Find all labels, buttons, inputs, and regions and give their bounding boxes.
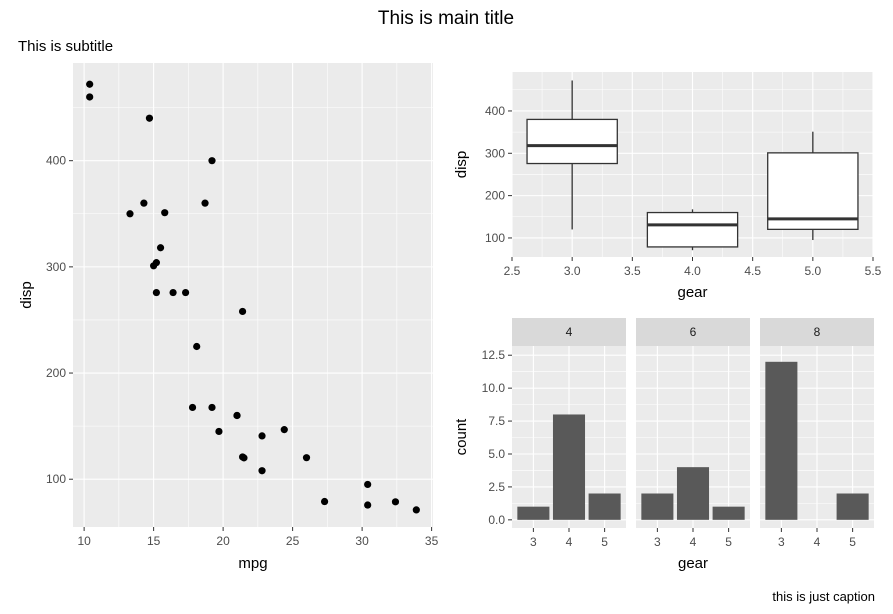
scatter-point (233, 411, 241, 420)
scatter-point (208, 403, 216, 412)
scatter-point (181, 288, 190, 297)
scatter-point (238, 453, 247, 461)
scatter-point (188, 403, 197, 412)
scatter-plot: 10 15 20 25 30 35 100 200 300 400 mpg disp (18, 63, 439, 572)
scatter-x-tick-label: 20 (216, 534, 230, 548)
scatter-point (302, 454, 311, 462)
scatter-point (280, 426, 288, 434)
scatter-point (364, 501, 372, 509)
boxplot-box (646, 211, 739, 248)
bar (641, 493, 674, 520)
boxplot-y-tick-label: 400 (485, 104, 505, 118)
boxplot-y-tick-label: 300 (485, 146, 505, 160)
bar-x-tick-label: 5 (601, 535, 608, 549)
boxplot: 2.5 3.0 3.5 4.0 4.5 5.0 5.5 100 200 300 400 gear dis… (453, 72, 882, 301)
bar-x-tick-label: 4 (566, 535, 573, 549)
bar (517, 506, 550, 520)
main-title: This is main title (378, 8, 514, 29)
scatter-point (156, 244, 165, 252)
boxplot-x-tick-label: 4.0 (684, 264, 701, 278)
facet-strip-label: 8 (814, 325, 821, 339)
scatter-point (161, 209, 169, 217)
faceted-bar-chart: 0.0 2.5 5.0 7.5 10.0 12.5 4 3 4 5 6 3 4 5 8 3 4 5 gear coun… (453, 318, 874, 572)
bar-x-tick-label: 3 (778, 535, 785, 549)
scatter-y-tick-label: 400 (46, 154, 66, 168)
scatter-point (238, 307, 247, 316)
scatter-point (145, 114, 154, 122)
scatter-point (320, 497, 329, 506)
bar-y-tick-label: 0.0 (488, 513, 505, 527)
bar-y-tick-label: 5.0 (488, 447, 505, 461)
scatter-point (86, 80, 94, 88)
bar (676, 467, 710, 520)
bar-y-tick-label: 7.5 (488, 414, 505, 428)
boxplot-x-tick-label: 2.5 (504, 264, 521, 278)
bar (836, 493, 869, 520)
bar-x-axis-title: gear (678, 555, 708, 572)
scatter-point (215, 427, 223, 436)
boxplot-x-axis-title: gear (677, 284, 707, 301)
scatter-x-axis-title: mpg (238, 555, 267, 572)
boxplot-y-axis-title: disp (453, 151, 470, 179)
bar (765, 361, 798, 520)
scatter-x-tick-label: 10 (77, 534, 91, 548)
bar-x-tick-label: 4 (814, 535, 821, 549)
boxplot-box (767, 152, 859, 231)
facet-strip (512, 318, 626, 346)
scatter-y-tick-label: 100 (46, 472, 66, 486)
boxplot-x-tick-label: 3.0 (564, 264, 581, 278)
scatter-point (193, 342, 201, 351)
scatter-point (412, 506, 420, 514)
bar-x-tick-label: 3 (530, 535, 537, 549)
scatter-x-tick-label: 25 (286, 534, 300, 548)
scatter-point (169, 288, 177, 297)
scatter-point (391, 498, 400, 506)
bar-x-tick-label: 5 (849, 535, 856, 549)
bar-y-axis-title: count (453, 418, 470, 456)
boxplot-x-tick-label: 3.5 (624, 264, 641, 278)
bar-y-tick-label: 2.5 (488, 480, 505, 494)
scatter-x-tick-label: 35 (425, 534, 439, 548)
scatter-point (86, 93, 94, 101)
bar-x-tick-label: 4 (690, 535, 697, 549)
scatter-point (364, 480, 372, 489)
scatter-point (208, 157, 216, 165)
boxplot-y-tick-label: 100 (485, 231, 505, 245)
bar-x-tick-label: 5 (725, 535, 732, 549)
scatter-y-tick-label: 300 (46, 260, 66, 274)
facet-strip-label: 6 (690, 325, 697, 339)
facet-strip (760, 318, 874, 346)
bar-x-tick-label: 3 (654, 535, 661, 549)
scatter-point (152, 288, 160, 297)
scatter-point (140, 199, 148, 207)
boxplot-y-tick-label: 200 (485, 189, 505, 203)
boxplot-x-tick-label: 4.5 (744, 264, 761, 278)
caption: this is just caption (772, 589, 875, 604)
bar (588, 493, 621, 520)
scatter-y-tick-label: 200 (46, 366, 66, 380)
scatter-point (150, 262, 158, 270)
subtitle: This is subtitle (18, 38, 113, 55)
boxplot-x-tick-label: 5.0 (804, 264, 821, 278)
scatter-point (201, 199, 209, 207)
scatter-point (258, 432, 266, 440)
bar-y-tick-label: 12.5 (482, 348, 506, 362)
bar (712, 506, 745, 520)
scatter-x-tick-label: 15 (147, 534, 161, 548)
scatter-x-tick-label: 30 (355, 534, 369, 548)
bar (552, 414, 586, 520)
scatter-y-axis-title: disp (18, 281, 35, 309)
boxplot-x-tick-label: 5.5 (865, 264, 882, 278)
bar-y-tick-label: 10.0 (482, 381, 506, 395)
boxplot-box (526, 118, 618, 165)
facet-strip (636, 318, 750, 346)
scatter-point (126, 210, 134, 218)
scatter-point (258, 467, 266, 475)
scatter-panel-background (73, 63, 433, 527)
facet-strip-label: 4 (566, 325, 573, 339)
